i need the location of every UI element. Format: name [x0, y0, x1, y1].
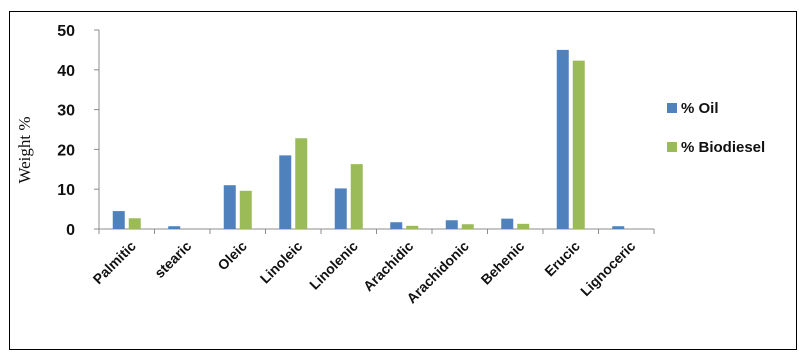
x-tick-label: Erucic: [541, 238, 583, 280]
y-tick-label: 40: [57, 63, 75, 80]
legend-swatch: [667, 103, 677, 113]
x-tick-label: Linolenic: [306, 238, 361, 293]
bar-oil: [556, 49, 569, 230]
y-ticks: 0 10 20 30 40 50: [57, 23, 99, 239]
bar-biodiesel: [572, 60, 585, 230]
bar-oil: [168, 226, 181, 229]
x-tick-label: Linoleic: [257, 238, 306, 287]
bar-oil: [223, 185, 236, 229]
bar-biodiesel: [350, 164, 363, 229]
bar-oil: [390, 222, 403, 229]
y-tick-label: 0: [66, 222, 75, 239]
legend-label: % Biodiesel: [681, 139, 765, 156]
bar-biodiesel: [517, 223, 530, 229]
x-tick-labels: Palmitic stearic Oleic Linoleic Linolenic Ara…: [90, 238, 639, 307]
bar-oil: [279, 155, 292, 229]
chart-frame: [9, 11, 797, 350]
x-tick-label: stearic: [151, 238, 194, 281]
y-tick-label: 30: [57, 103, 75, 120]
bar-oil: [112, 211, 125, 229]
y-tick-label: 20: [57, 142, 75, 159]
bar-oil: [334, 188, 347, 229]
x-tick-label: Palmitic: [90, 238, 139, 287]
legend: % Oil % Biodiesel: [667, 100, 765, 156]
bar-biodiesel: [239, 190, 252, 229]
legend-label: % Oil: [681, 100, 719, 117]
bar-biodiesel: [461, 224, 474, 229]
x-tick-label: Lignoceric: [577, 238, 639, 300]
bars: [112, 49, 625, 230]
y-tick-label: 50: [57, 23, 75, 40]
legend-swatch: [667, 142, 677, 152]
bar-biodiesel: [295, 138, 308, 229]
x-tick-label: Behenic: [478, 238, 528, 288]
x-tick-label: Oleic: [214, 238, 250, 274]
bar-oil: [612, 226, 625, 229]
bar-oil: [501, 218, 514, 229]
axes: [98, 30, 655, 234]
x-tick-label: Arachidic: [360, 238, 417, 295]
bar-biodiesel: [128, 218, 141, 229]
y-tick-label: 10: [57, 182, 75, 199]
bar-biodiesel: [406, 225, 419, 229]
bar-oil: [445, 220, 458, 229]
y-axis-label: Weight %: [15, 116, 34, 183]
